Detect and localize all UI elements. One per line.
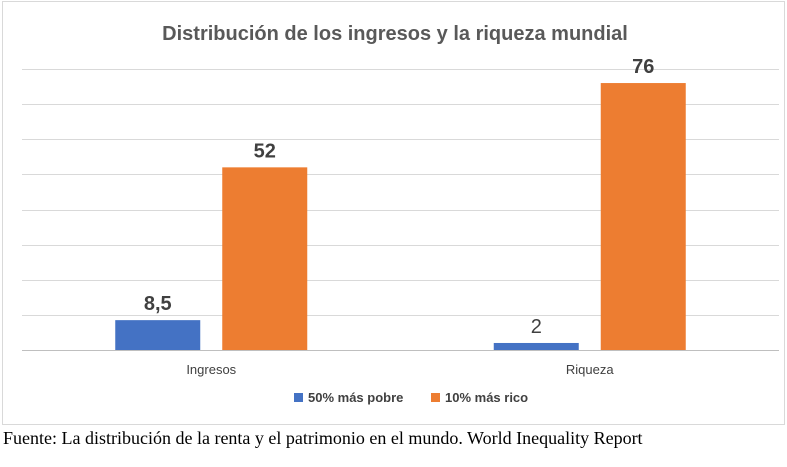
legend: 50% más pobre 10% más rico [294, 390, 528, 405]
category-label: Ingresos [186, 362, 236, 377]
legend-label: 10% más rico [445, 390, 528, 405]
data-label: 76 [632, 56, 654, 78]
bar [493, 342, 579, 350]
bars [115, 83, 686, 351]
data-labels: 8,5 52 2 76 [144, 56, 655, 338]
bar-chart: 8,5 52 2 76 Ingresos Riqueza Distribución de… [22, 23, 779, 405]
source-note: Fuente: La distribución de la renta y el… [3, 428, 643, 448]
category-label: Riqueza [566, 362, 614, 377]
category-labels: Ingresos Riqueza [186, 362, 614, 377]
gridlines [22, 69, 779, 351]
data-label: 8,5 [144, 293, 172, 315]
legend-label: 50% más pobre [308, 390, 403, 405]
bar [115, 320, 201, 350]
data-label: 2 [531, 316, 542, 338]
chart-container: 8,5 52 2 76 Ingresos Riqueza Distribución de… [2, 1, 785, 425]
data-label: 52 [254, 140, 276, 162]
legend-swatch [431, 393, 440, 402]
bar [600, 83, 686, 351]
legend-swatch [294, 393, 303, 402]
bar [222, 167, 308, 350]
chart-title: Distribución de los ingresos y la riquez… [162, 23, 628, 45]
